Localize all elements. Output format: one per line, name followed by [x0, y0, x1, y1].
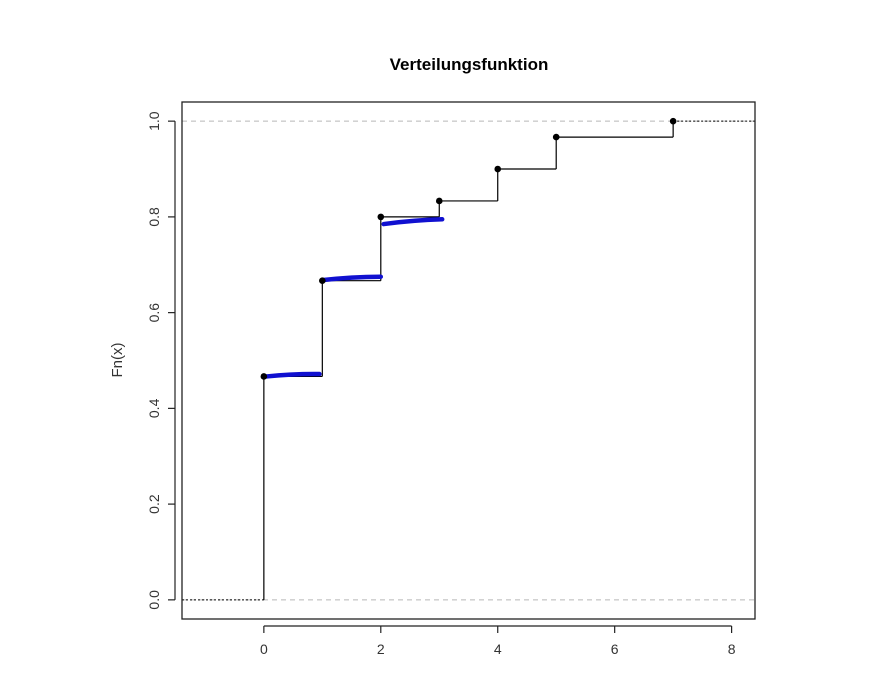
ecdf-point-3: [435, 197, 443, 205]
plot-frame: [181, 101, 756, 620]
x-tick-label-4: 8: [728, 641, 736, 657]
y-tick-label-2: 0.4: [146, 398, 162, 418]
blue-annotations: [264, 217, 445, 379]
ecdf-point-2: [377, 213, 385, 221]
ecdf-point-6: [669, 117, 677, 125]
x-tick-label-2: 4: [494, 641, 502, 657]
x-tick-label-1: 2: [377, 641, 385, 657]
ecdf-steps: [182, 120, 755, 601]
annotation-stroke-2: [381, 217, 445, 227]
ecdf-point-4: [494, 165, 502, 173]
y-tick-label-1: 0.2: [146, 494, 162, 514]
y-tick-label-0: 0.0: [146, 590, 162, 610]
ecdf-point-1: [319, 277, 326, 285]
annotation-stroke-1: [320, 274, 384, 283]
reference-lines: [182, 120, 755, 601]
y-tick-label-4: 0.8: [146, 207, 162, 227]
y-tick-label-5: 1.0: [146, 111, 162, 131]
x-tick-label-0: 0: [260, 641, 268, 657]
x-tick-label-3: 6: [611, 641, 619, 657]
ecdf-point-5: [552, 133, 560, 141]
chart-title: Verteilungsfunktion: [390, 55, 549, 74]
y-tick-label-3: 0.6: [146, 303, 162, 323]
ecdf-points: [260, 117, 677, 380]
ecdf-point-0: [260, 373, 268, 380]
y-axis: 0.0 0.2 0.4 0.6 0.8 1.0: [146, 111, 176, 610]
y-axis-label: Fn(x): [109, 343, 126, 378]
annotation-stroke-0: [264, 371, 322, 379]
x-axis: 0 2 4 6 8: [260, 625, 736, 657]
